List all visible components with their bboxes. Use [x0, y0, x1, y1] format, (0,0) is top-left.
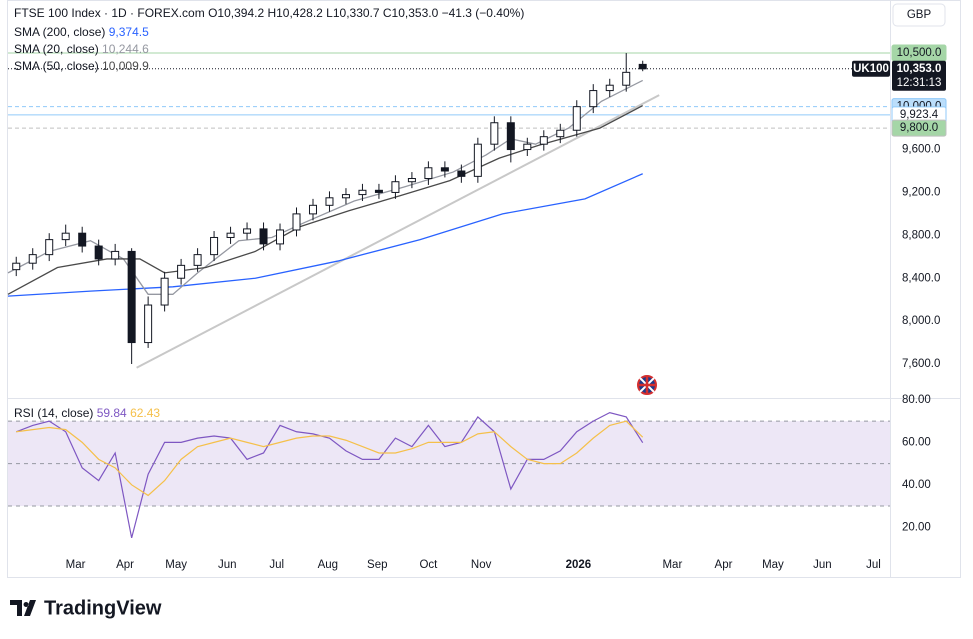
- x-tick-label: 2026: [566, 559, 592, 571]
- candle-body: [94, 245, 103, 260]
- candle-body: [523, 143, 532, 151]
- candle-body: [374, 189, 383, 193]
- currency-button[interactable]: [892, 3, 946, 27]
- y-tick-label: 9,600.0: [902, 144, 940, 156]
- legend-sma: SMA (200, close) 9,374.5: [14, 25, 149, 39]
- candle-body: [424, 167, 433, 180]
- candle-body: [292, 213, 301, 231]
- y-tick-label: 40.00: [902, 479, 931, 491]
- x-tick-label: Aug: [318, 559, 338, 571]
- legend-header: FTSE 100 Index · 1D · FOREX.com O10,394.…: [14, 6, 524, 20]
- x-tick-label: Mar: [66, 559, 86, 571]
- candle-body: [45, 239, 54, 256]
- trendline: [136, 94, 660, 369]
- candle-body: [177, 264, 186, 279]
- y-tick-label: 20.00: [902, 521, 931, 533]
- level-box: [891, 119, 947, 137]
- symbol-label: UK100: [853, 63, 889, 75]
- flag-icon: [637, 375, 657, 395]
- price-label: 10,353.0: [897, 63, 942, 75]
- candle-body: [391, 181, 400, 193]
- x-tick-label: Apr: [715, 559, 733, 571]
- y-tick-label: 60.00: [902, 436, 931, 448]
- currency-label: GBP: [907, 9, 932, 21]
- candle-body: [457, 170, 466, 177]
- y-tick-label: 8,000.0: [902, 315, 940, 327]
- candle-body: [308, 204, 317, 215]
- y-tick-label: 9,200.0: [902, 186, 940, 198]
- x-tick-label: Jun: [218, 559, 237, 571]
- x-tick-label: Oct: [419, 559, 438, 571]
- legend-rsi: RSI (14, close) 59.84 62.43: [14, 406, 160, 420]
- level-label: 9,923.4: [900, 109, 939, 121]
- candle-body: [358, 189, 367, 196]
- price-box: [892, 60, 946, 91]
- candle-body: [440, 167, 449, 172]
- rsi-line: [16, 420, 644, 497]
- candle-body: [490, 122, 499, 145]
- candle-body: [28, 254, 37, 264]
- candle-body: [193, 254, 202, 266]
- symbol-box: [852, 60, 890, 77]
- candle-body: [589, 90, 598, 108]
- candle-body: [638, 63, 647, 70]
- candle-body: [572, 106, 581, 131]
- legend-sma: SMA (50, close) 10,009.9: [14, 59, 149, 73]
- candle-body: [210, 236, 219, 256]
- x-tick-label: Mar: [662, 559, 682, 571]
- brand-logo: [10, 600, 36, 616]
- x-tick-label: Nov: [471, 559, 492, 571]
- y-tick-label: 8,800.0: [902, 229, 940, 241]
- brand-name: TradingView: [44, 597, 162, 619]
- candle-body: [622, 71, 631, 86]
- candle-body: [276, 229, 285, 245]
- candle-body: [127, 250, 136, 344]
- candle-body: [539, 136, 548, 145]
- x-tick-label: May: [762, 559, 784, 571]
- x-tick-label: May: [165, 559, 187, 571]
- candle-body: [12, 262, 21, 271]
- candle-body: [160, 277, 169, 306]
- candle-body: [407, 178, 416, 183]
- candle-body: [556, 129, 565, 138]
- rsi-line: [16, 412, 644, 539]
- candle-body: [473, 143, 482, 177]
- candle-body: [605, 84, 614, 92]
- candle-body: [506, 122, 515, 151]
- y-tick-label: 80.00: [902, 394, 931, 406]
- plot: [7, 52, 890, 539]
- y-tick-label: 7,600.0: [902, 358, 940, 370]
- candle-body: [78, 232, 87, 247]
- candle-body: [341, 194, 350, 199]
- candle-body: [61, 232, 70, 241]
- level-label: 9,800.0: [900, 122, 938, 134]
- x-tick-label: Jul: [269, 559, 284, 571]
- x-tick-label: Jul: [866, 559, 881, 571]
- sma-line: [7, 173, 643, 297]
- candle-body: [144, 304, 153, 344]
- candle-body: [111, 250, 120, 260]
- x-tick-label: Sep: [367, 559, 387, 571]
- candle-body: [243, 228, 252, 234]
- legend-sma: SMA (20, close) 10,244.6: [14, 42, 149, 56]
- candle-body: [325, 197, 334, 206]
- y-tick-label: 8,400.0: [902, 272, 940, 284]
- x-tick-label: Jun: [813, 559, 832, 571]
- candle-body: [259, 228, 268, 245]
- x-tick-label: Apr: [116, 559, 134, 571]
- candle-body: [226, 232, 235, 238]
- level-label: 10,500.0: [897, 47, 942, 59]
- countdown-label: 12:31:13: [897, 77, 942, 89]
